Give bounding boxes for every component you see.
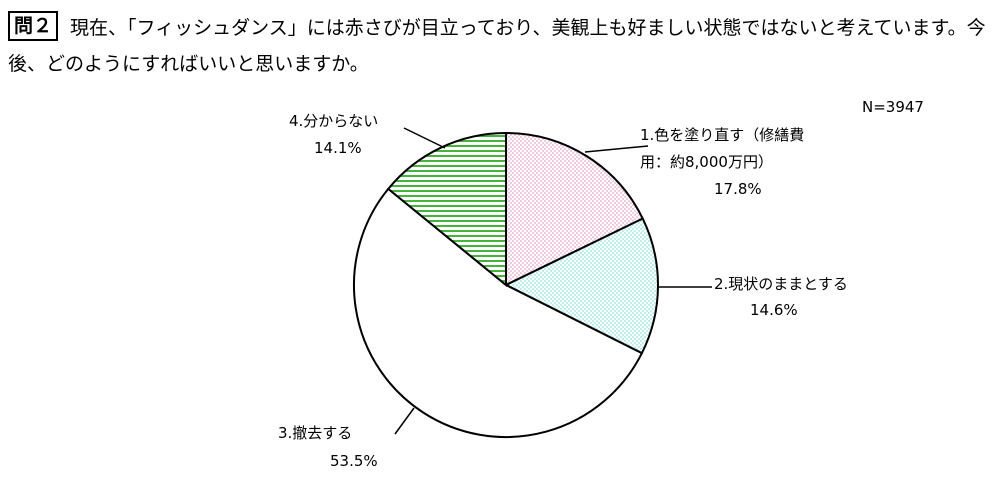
pie-slice-3: [352, 187, 644, 438]
slice-label-1-line-1: 1.色を塗り直す（修繕費: [640, 126, 804, 144]
slice-percent-2: 14.6%: [750, 301, 798, 319]
slice-label-1-line-2: 用：約8,000万円）: [640, 153, 773, 171]
pie-slice-1: [505, 131, 645, 287]
slice-percent-3: 53.5%: [330, 452, 378, 470]
leader-line-1: [584, 145, 649, 153]
question-text: 現在、「フィッシュダンス」には赤さびが目立っており、美観上も好ましい状態ではない…: [8, 17, 986, 75]
slice-label-4: 4.分からない: [289, 112, 378, 130]
question-number: 問２: [8, 11, 59, 41]
leader-line-4: [403, 127, 446, 149]
slice-percent-4: 14.1%: [314, 139, 362, 157]
slice-label-2: 2.現状のままとする: [714, 275, 848, 293]
pie-slice-2: [503, 217, 659, 355]
pie-slice-4: [386, 131, 507, 288]
leader-line-3: [394, 407, 415, 435]
slice-label-3: 3.撤去する: [278, 424, 352, 442]
slice-percent-1: 17.8%: [714, 180, 762, 198]
question-text-block: 問２ 現在、「フィッシュダンス」には赤さびが目立っており、美観上も好ましい状態では…: [8, 10, 992, 82]
sample-size-label: N=3947: [862, 98, 924, 116]
